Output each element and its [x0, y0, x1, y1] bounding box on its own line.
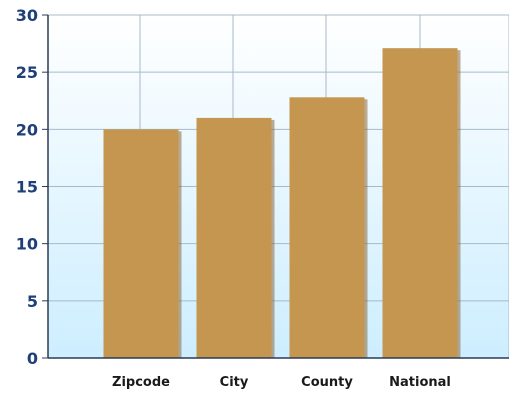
- bar-zipcode: [103, 129, 179, 358]
- bar-county: [289, 97, 365, 358]
- tick-labels: 0 5 10 15 20 25 30 Zipcode City County National: [16, 6, 451, 390]
- x-tick-label: County: [301, 375, 353, 390]
- x-tick-label: City: [220, 375, 249, 390]
- y-tick-label: 0: [27, 349, 38, 368]
- y-tick-label: 30: [16, 6, 38, 25]
- axes: [42, 14, 509, 359]
- x-tick-label: National: [389, 375, 451, 390]
- y-tick-label: 10: [16, 235, 38, 254]
- y-tick-label: 25: [16, 63, 38, 82]
- bars: [103, 48, 461, 359]
- y-tick-label: 15: [16, 178, 38, 197]
- y-tick-label: 20: [16, 120, 38, 139]
- y-tick-label: 5: [27, 292, 38, 311]
- bar-national: [382, 48, 458, 358]
- x-tick-label: Zipcode: [112, 375, 170, 390]
- bar-city: [196, 117, 272, 359]
